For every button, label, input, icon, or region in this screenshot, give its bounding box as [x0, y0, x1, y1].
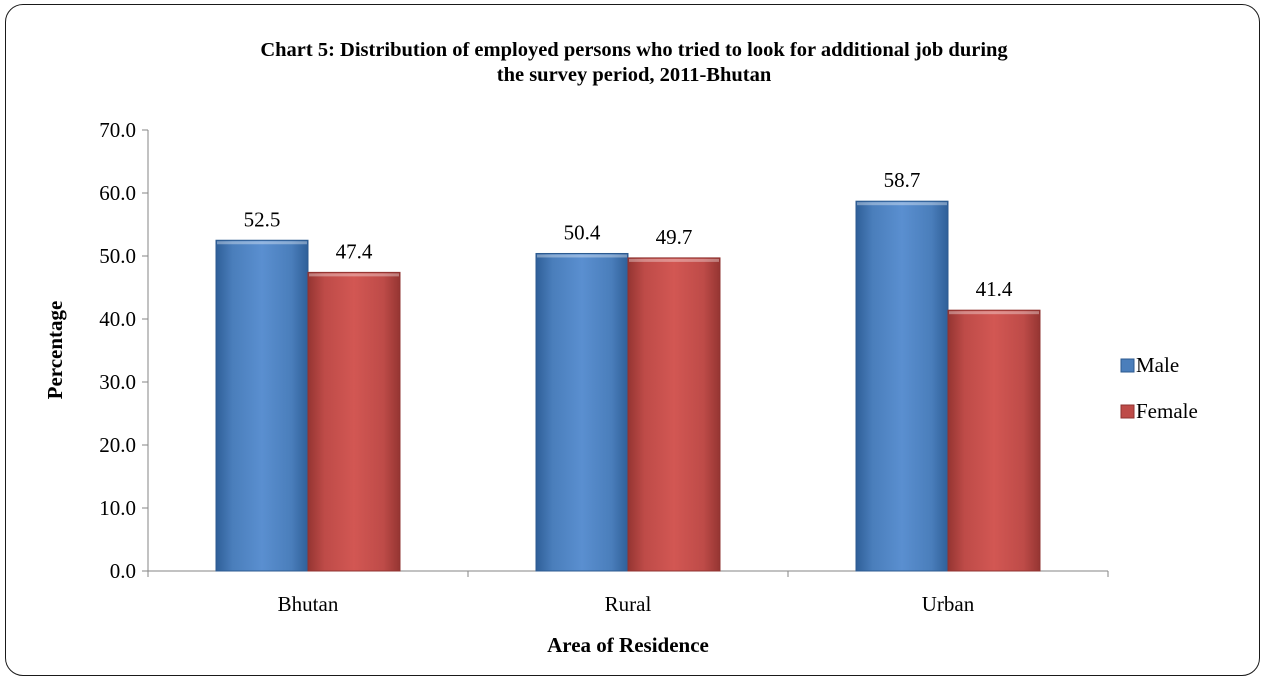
y-tick-label: 30.0: [99, 370, 136, 394]
data-labels: 52.5 47.4 50.4 49.7 58.7 41.4: [244, 168, 1013, 301]
bar-male-rural: [535, 252, 629, 572]
y-tick-label: 40.0: [99, 307, 136, 331]
bars: [215, 200, 1041, 572]
legend-item-male: Male: [1120, 353, 1179, 377]
legend-item-female: Female: [1120, 399, 1198, 423]
y-tick-label: 20.0: [99, 433, 136, 457]
bar-highlight: [857, 202, 947, 206]
data-label: 47.4: [336, 239, 373, 263]
bar-highlight: [217, 241, 307, 245]
data-label: 50.4: [564, 220, 601, 244]
chart-title-line-1: Chart 5: Distribution of employed person…: [260, 39, 1008, 61]
chart-title: Chart 5: Distribution of employed person…: [260, 39, 1008, 86]
legend-label: Female: [1136, 399, 1198, 423]
y-axis-ticks: 0.0 10.0 20.0 30.0 40.0 50.0 60.0 70.0: [99, 118, 148, 583]
data-label: 52.5: [244, 207, 281, 231]
bar-male-urban: [855, 200, 949, 572]
bar-female-urban: [947, 309, 1041, 572]
bar-highlight: [949, 311, 1039, 315]
x-tick-label: Bhutan: [278, 592, 339, 616]
legend-label: Male: [1136, 353, 1179, 377]
y-tick-label: 10.0: [99, 496, 136, 520]
y-tick-label: 60.0: [99, 181, 136, 205]
data-label: 58.7: [884, 168, 921, 192]
chart-title-line-2: the survey period, 2011-Bhutan: [497, 64, 772, 86]
legend-swatch: [1120, 358, 1135, 373]
data-label: 41.4: [976, 277, 1013, 301]
y-axis-title: Percentage: [43, 301, 67, 400]
x-tick-label: Rural: [605, 592, 652, 616]
y-tick-label: 0.0: [110, 559, 136, 583]
bar-female-rural: [627, 257, 721, 572]
x-axis-ticks: Bhutan Rural Urban: [147, 571, 1109, 616]
legend: Male Female: [1120, 353, 1198, 423]
bar-female-bhutan: [307, 271, 401, 572]
bar-male-bhutan: [215, 239, 309, 572]
bar-highlight: [309, 273, 399, 277]
bar-highlight: [629, 258, 719, 262]
x-axis-title: Area of Residence: [547, 633, 709, 657]
x-tick-label: Urban: [922, 592, 975, 616]
bar-highlight: [537, 254, 627, 258]
y-tick-label: 70.0: [99, 118, 136, 142]
legend-swatch: [1120, 404, 1135, 419]
y-tick-label: 50.0: [99, 244, 136, 268]
data-label: 49.7: [656, 225, 693, 249]
